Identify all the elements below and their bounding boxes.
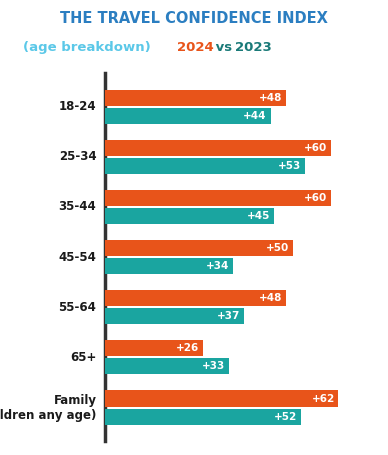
- Bar: [105, 240, 293, 256]
- Bar: [105, 90, 286, 106]
- Bar: [105, 340, 203, 356]
- Bar: [105, 409, 301, 425]
- Bar: [105, 190, 331, 206]
- Text: +44: +44: [243, 111, 267, 121]
- Text: +37: +37: [217, 311, 241, 321]
- Bar: [105, 158, 305, 174]
- Text: +33: +33: [202, 361, 225, 371]
- Bar: [105, 258, 233, 274]
- Bar: [105, 140, 331, 156]
- Text: +52: +52: [274, 412, 297, 422]
- Text: +34: +34: [206, 261, 229, 271]
- Bar: [105, 290, 286, 306]
- Text: +62: +62: [312, 394, 335, 404]
- Text: +48: +48: [258, 293, 282, 303]
- Text: (age breakdown): (age breakdown): [23, 41, 156, 54]
- Text: THE TRAVEL CONFIDENCE INDEX: THE TRAVEL CONFIDENCE INDEX: [60, 11, 328, 26]
- Bar: [105, 208, 274, 224]
- Text: 2024: 2024: [177, 41, 213, 54]
- Text: +45: +45: [247, 211, 270, 221]
- Text: +53: +53: [277, 161, 301, 171]
- Text: +60: +60: [304, 143, 327, 153]
- Text: vs: vs: [211, 41, 236, 54]
- Bar: [105, 308, 244, 324]
- Text: +60: +60: [304, 193, 327, 203]
- Text: +50: +50: [266, 243, 289, 253]
- Text: +48: +48: [258, 92, 282, 102]
- Bar: [105, 108, 270, 124]
- Text: +26: +26: [176, 344, 199, 354]
- Bar: [105, 359, 229, 374]
- Text: 2023: 2023: [235, 41, 272, 54]
- Bar: [105, 390, 338, 406]
